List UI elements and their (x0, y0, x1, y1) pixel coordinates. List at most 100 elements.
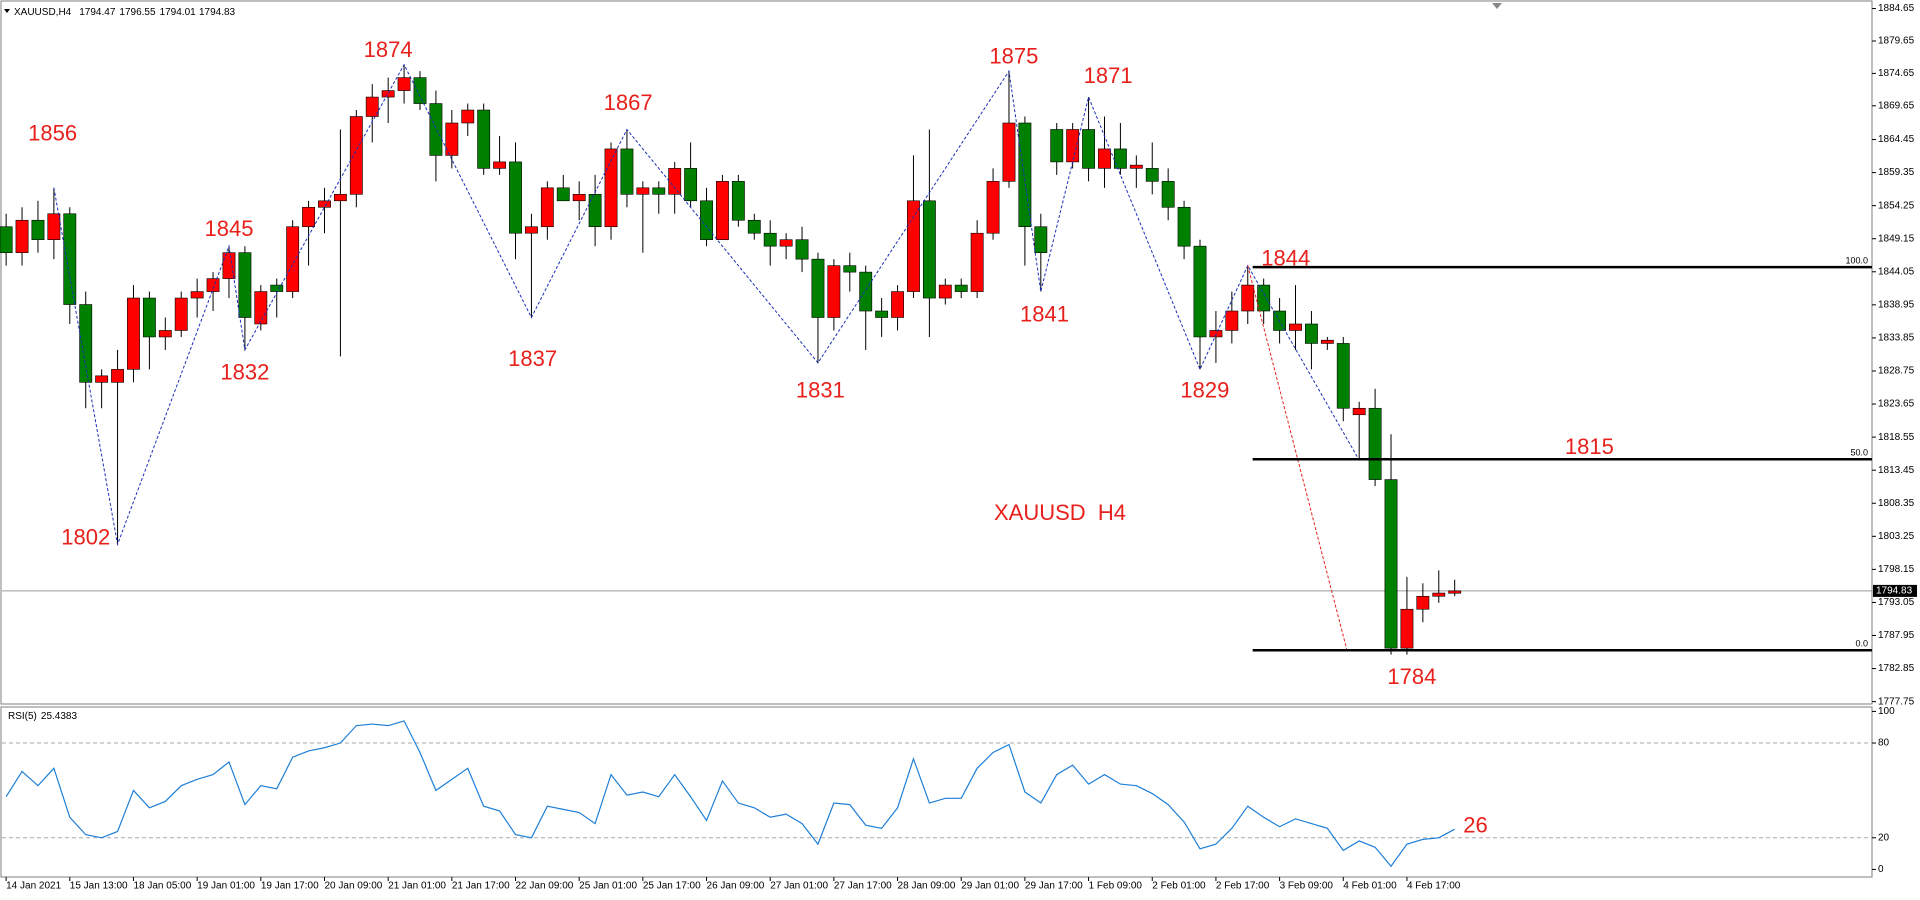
candle (413, 71, 427, 111)
x-tick-label: 2 Feb 17:00 (1216, 881, 1270, 892)
candle-body (1352, 407, 1366, 416)
candle-body (1416, 595, 1430, 610)
y-tick-label: 1813.45 (1878, 465, 1915, 476)
candle (111, 349, 124, 545)
rsi-tick-label: 100 (1878, 706, 1895, 717)
candle (349, 110, 363, 208)
annotation: 1832 (220, 359, 269, 384)
scroll-marker (1492, 3, 1502, 9)
candle-body (668, 168, 682, 195)
candle (142, 291, 156, 370)
candle-body (397, 77, 411, 91)
candle-body (954, 284, 968, 292)
candle (1050, 123, 1064, 175)
candle-body (907, 200, 920, 292)
rsi-tick-label: 80 (1878, 738, 1890, 749)
candle (254, 285, 268, 331)
candle-body (381, 90, 395, 98)
candle-body (318, 200, 331, 208)
annotation: 1802 (61, 525, 110, 550)
candle-body (1368, 407, 1382, 480)
candle-body (445, 122, 459, 156)
candle (222, 246, 236, 299)
candle-body (238, 252, 252, 318)
annotation: 1784 (1387, 664, 1436, 689)
fib-label: 50.0 (1850, 448, 1868, 458)
candle-body (1384, 479, 1398, 649)
candle (572, 181, 586, 221)
candle (1448, 579, 1462, 597)
candle (636, 181, 650, 253)
candle (1098, 116, 1111, 188)
candle (15, 207, 29, 266)
candle (493, 135, 507, 175)
y-tick-label: 1844.05 (1878, 266, 1915, 277)
candle (31, 200, 45, 253)
x-tick-label: 22 Jan 09:00 (516, 881, 574, 892)
candle-body (1400, 608, 1414, 649)
candle-body (795, 239, 809, 260)
annotation: 1871 (1084, 63, 1133, 88)
x-tick-label: 3 Feb 09:00 (1280, 881, 1334, 892)
annotation: 1875 (989, 43, 1038, 68)
candle-body (1098, 148, 1111, 169)
candle-body (875, 310, 889, 318)
candle-body (636, 187, 650, 195)
rsi-tick-label: 0 (1878, 864, 1884, 875)
y-tick-label: 1777.75 (1878, 696, 1915, 707)
candle (445, 110, 459, 169)
candle-body (365, 96, 379, 117)
candle (63, 207, 77, 324)
x-tick-label: 2 Feb 01:00 (1152, 881, 1206, 892)
x-tick-label: 4 Feb 01:00 (1343, 881, 1397, 892)
annotation: 1815 (1565, 434, 1614, 459)
candle-body (1193, 245, 1207, 338)
candle-body (142, 297, 156, 338)
candle (158, 317, 172, 350)
candle (1177, 200, 1191, 260)
candle-body (620, 148, 634, 195)
candle (1400, 576, 1414, 655)
candle (381, 77, 395, 124)
last-open: 1794.47 (79, 7, 116, 18)
rsi-last: 25.4383 (41, 711, 78, 722)
candle-body (349, 116, 363, 195)
candle (1305, 311, 1318, 370)
candle (1225, 291, 1239, 344)
candle-body (333, 194, 347, 202)
candle (588, 174, 602, 247)
y-tick-label: 1808.35 (1878, 498, 1915, 509)
x-tick-label: 29 Jan 17:00 (1025, 881, 1083, 892)
candle (843, 252, 857, 292)
x-tick-label: 25 Jan 17:00 (643, 881, 701, 892)
candle (1241, 265, 1255, 324)
candle-body (1257, 284, 1271, 312)
candle (333, 129, 347, 357)
candle-body (461, 109, 475, 124)
candle (700, 187, 713, 247)
x-tick-label: 27 Jan 01:00 (770, 881, 828, 892)
x-tick-label: 21 Jan 17:00 (452, 881, 510, 892)
candle (716, 174, 729, 240)
candle (318, 187, 331, 234)
candle (891, 285, 904, 331)
candle-body (652, 187, 666, 195)
candle-body (477, 109, 491, 169)
candle (238, 246, 252, 350)
candle-body (763, 232, 777, 247)
candle-body (63, 213, 77, 305)
rsi-line (5, 720, 1455, 868)
symbol-header: XAUUSD,H4 1794.47 1796.55 1794.01 1794.83 (14, 7, 236, 18)
candle-body (1432, 592, 1446, 597)
candle-body (1161, 181, 1175, 208)
annotation: 1829 (1180, 378, 1229, 403)
candle-body (47, 213, 61, 240)
candle-body (811, 258, 825, 318)
candle-body (1177, 206, 1191, 247)
candle-body (1448, 590, 1462, 594)
last-close: 1794.83 (199, 7, 236, 18)
candle (0, 213, 13, 266)
candle (684, 142, 698, 208)
